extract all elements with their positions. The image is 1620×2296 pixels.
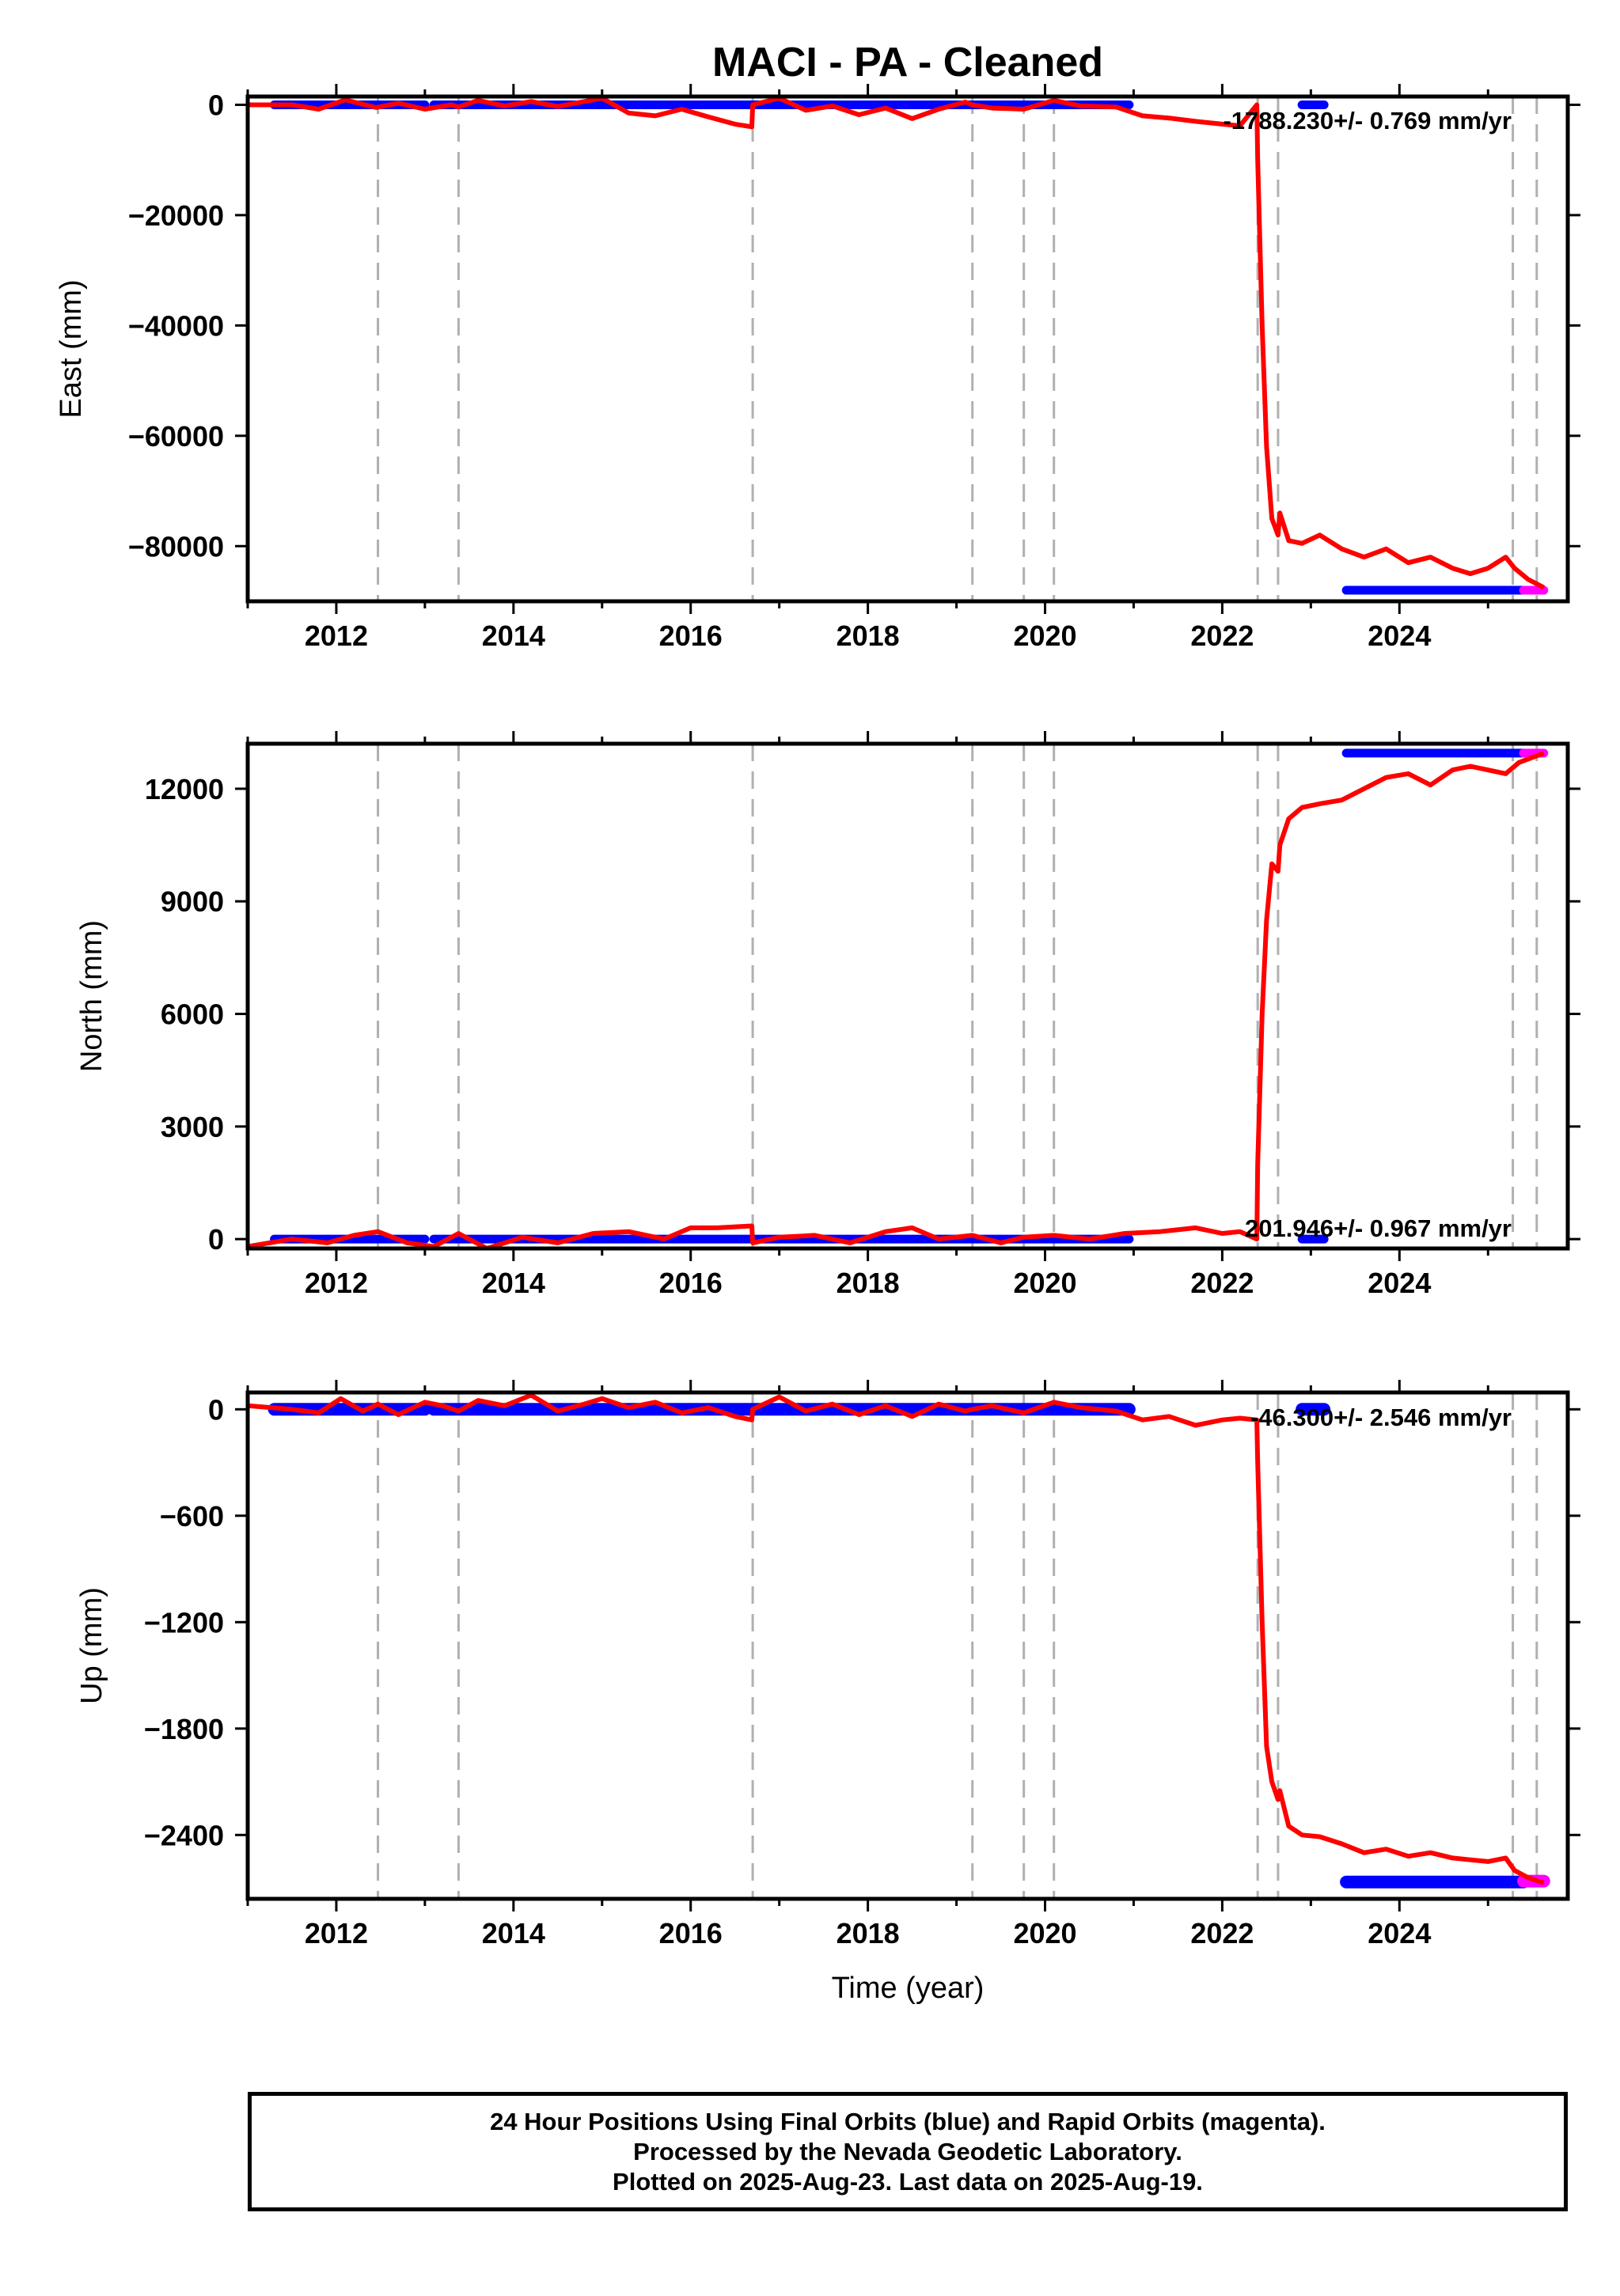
y-axis-title-east: East (mm) — [55, 279, 88, 418]
x-tick-label-north-2024: 2024 — [1368, 1267, 1431, 1299]
x-tick-label-east-2014: 2014 — [482, 619, 545, 652]
rate-annotation-north: 201.946+/- 0.967 mm/yr — [1245, 1214, 1512, 1242]
y-tick-label-east-4: −80000 — [128, 530, 224, 563]
x-tick-label-east-2022: 2022 — [1190, 619, 1254, 652]
y-axis-title-up: Up (mm) — [75, 1587, 108, 1704]
x-tick-label-east-2012: 2012 — [305, 619, 368, 652]
x-tick-label-up-2014: 2014 — [482, 1917, 545, 1949]
y-tick-label-east-0: 0 — [208, 89, 224, 121]
x-tick-label-north-2012: 2012 — [305, 1267, 368, 1299]
y-tick-label-east-2: −40000 — [128, 309, 224, 342]
plot-area-east — [248, 97, 1549, 601]
y-tick-label-north-0: 0 — [208, 1223, 224, 1256]
x-tick-label-up-2022: 2022 — [1190, 1917, 1254, 1949]
x-tick-label-north-2014: 2014 — [482, 1267, 545, 1299]
x-tick-label-up-2024: 2024 — [1368, 1917, 1431, 1949]
y-tick-label-up-4: −2400 — [144, 1819, 224, 1851]
y-tick-label-up-0: 0 — [208, 1393, 224, 1426]
x-tick-label-north-2020: 2020 — [1013, 1267, 1076, 1299]
y-tick-label-up-1: −600 — [160, 1500, 224, 1533]
y-tick-label-east-3: −60000 — [128, 420, 224, 453]
y-tick-label-north-1: 3000 — [161, 1111, 224, 1143]
x-tick-label-up-2018: 2018 — [837, 1917, 900, 1949]
x-tick-label-north-2022: 2022 — [1190, 1267, 1254, 1299]
y-tick-label-up-3: −1800 — [144, 1713, 224, 1745]
x-tick-label-up-2012: 2012 — [305, 1917, 368, 1949]
plot-area-up — [248, 1392, 1550, 1899]
plot-frame-up — [245, 1390, 1570, 1901]
model-line-east — [248, 97, 1546, 590]
caption-line-1: 24 Hour Positions Using Final Orbits (bl… — [490, 2107, 1326, 2135]
rate-annotation-up: -46.300+/- 2.546 mm/yr — [1250, 1404, 1512, 1431]
panels-layer: 2012 2014 2016 2018 2020 2022 2024 0 −20000 −4000… — [55, 84, 1580, 1949]
y-tick-label-north-3: 9000 — [161, 885, 224, 918]
y-axis-title-north: North (mm) — [75, 920, 108, 1072]
model-line-north — [248, 751, 1545, 1248]
plot-frame-north — [245, 741, 1570, 1251]
rate-annotation-east: -1788.230+/- 0.769 mm/yr — [1223, 107, 1512, 135]
model-line-up — [248, 1392, 1545, 1885]
y-tick-label-up-2: −1200 — [144, 1606, 224, 1639]
x-tick-label-east-2024: 2024 — [1368, 619, 1431, 652]
x-tick-label-east-2020: 2020 — [1013, 619, 1076, 652]
y-tick-label-north-2: 6000 — [161, 998, 224, 1031]
x-tick-label-north-2018: 2018 — [837, 1267, 900, 1299]
x-axis-title: Time (year) — [832, 1972, 985, 2005]
caption-box: 24 Hour Positions Using Final Orbits (bl… — [248, 2092, 1568, 2211]
chart-title: MACI - PA - Cleaned — [712, 40, 1103, 85]
y-tick-label-north-4: 12000 — [145, 773, 224, 805]
x-tick-label-north-2016: 2016 — [659, 1267, 723, 1299]
panel-north: 2012 2014 2016 2018 2020 2022 2024 0 3000 6000 900… — [75, 731, 1580, 1299]
x-tick-label-east-2016: 2016 — [659, 619, 723, 652]
y-tick-label-east-1: −20000 — [128, 199, 224, 232]
x-tick-label-up-2016: 2016 — [659, 1917, 723, 1949]
plot-area-north — [248, 744, 1549, 1248]
x-tick-label-east-2018: 2018 — [837, 619, 900, 652]
panel-up: 2012 2014 2016 2018 2020 2022 2024 0 −600 −1200 −1… — [75, 1380, 1580, 1949]
plot-frame-east — [245, 94, 1570, 604]
x-tick-label-up-2020: 2020 — [1013, 1917, 1076, 1949]
caption-line-2: Processed by the Nevada Geodetic Laborat… — [633, 2137, 1182, 2165]
caption-line-3: Plotted on 2025-Aug-23. Last data on 202… — [613, 2167, 1203, 2196]
panel-east: 2012 2014 2016 2018 2020 2022 2024 0 −20000 −4000… — [55, 84, 1580, 652]
